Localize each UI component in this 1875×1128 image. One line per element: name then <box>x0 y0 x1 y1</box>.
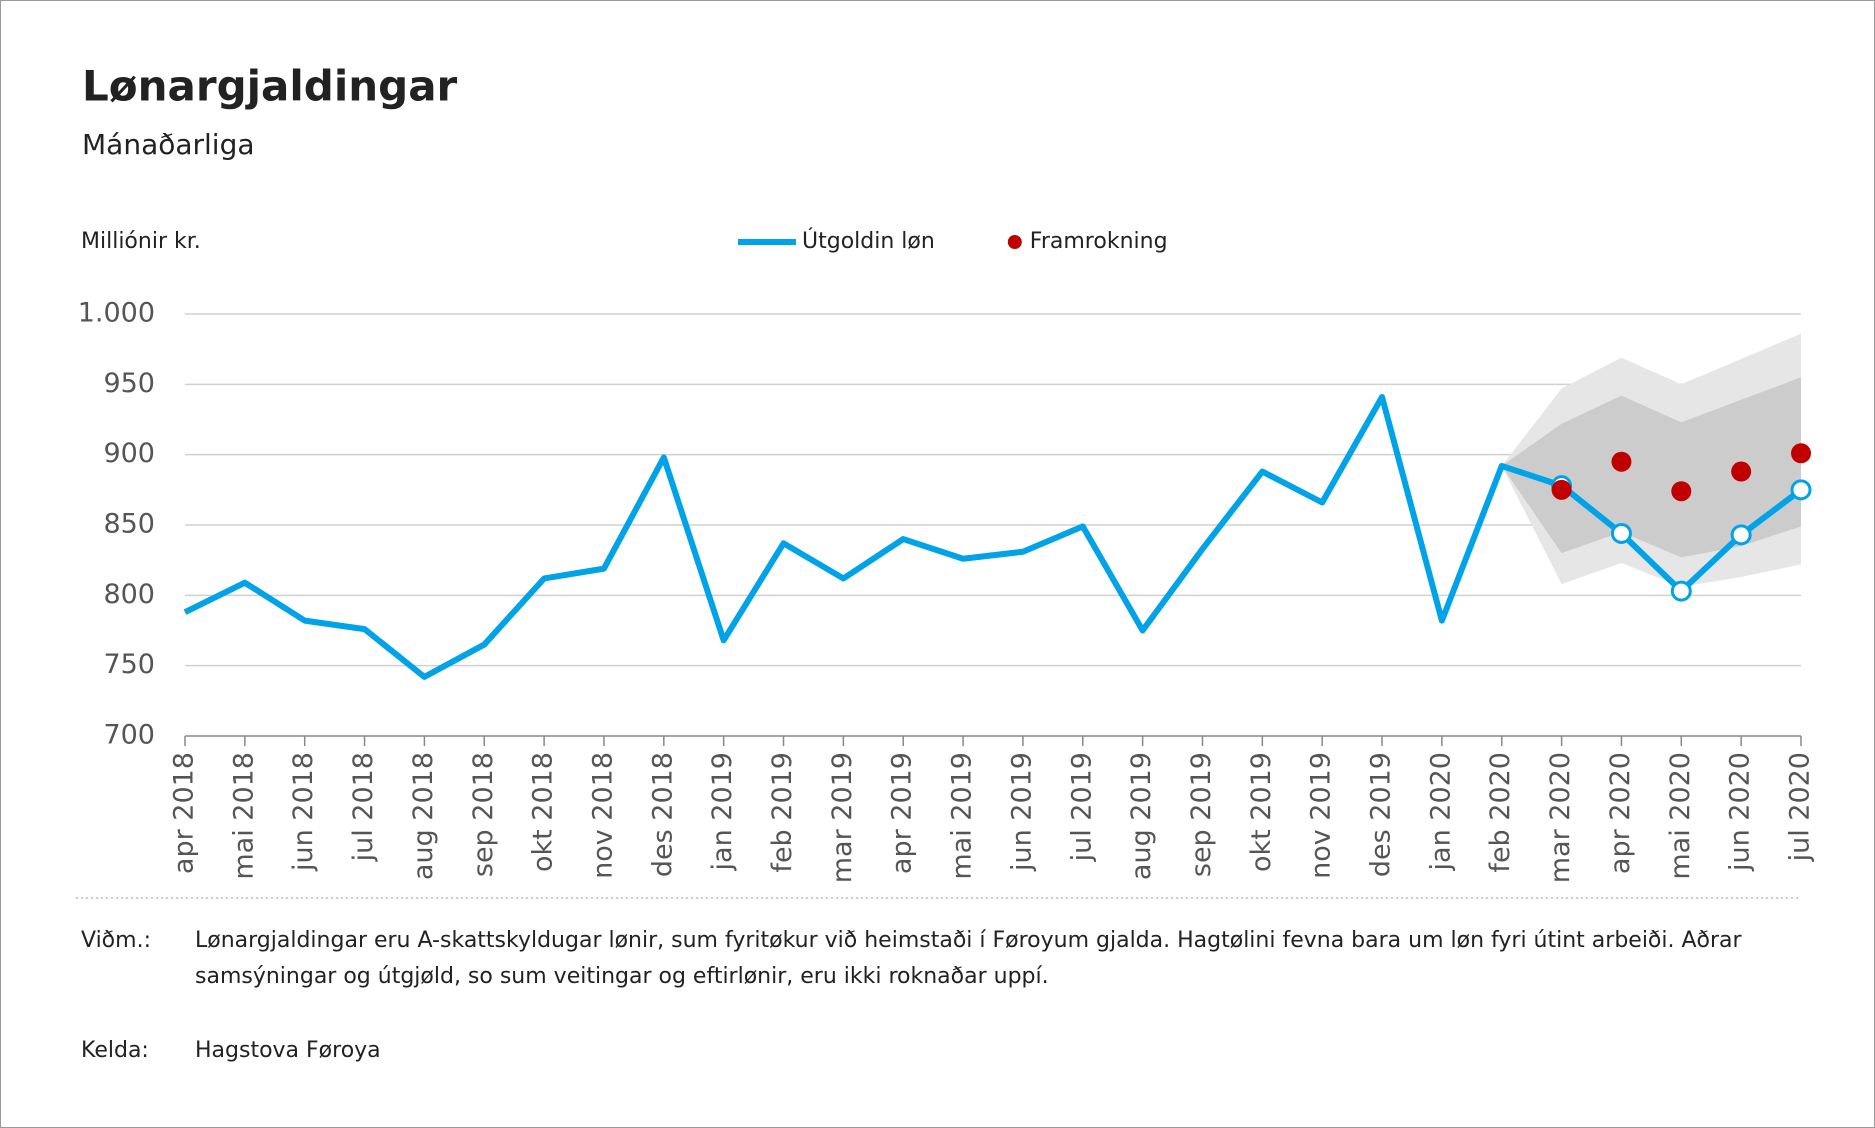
line <box>183 393 1803 680</box>
x-tick-label: jul 2018 <box>348 752 379 862</box>
legend-swatch <box>1007 235 1022 249</box>
x-tick-label: apr 2019 <box>887 752 918 874</box>
x-tick-label: aug 2018 <box>408 752 439 880</box>
x-tick-label: feb 2020 <box>1485 752 1516 873</box>
x-tick-label: jul 2020 <box>1785 752 1816 862</box>
x-tick-label: mai 2020 <box>1665 752 1696 880</box>
forecast-dot <box>1731 461 1752 482</box>
x-tick-label: mar 2019 <box>827 752 858 883</box>
x-tick-label: jun 2019 <box>1006 752 1037 872</box>
line-marker <box>1790 479 1812 501</box>
y-axis-label: Milliónir kr. <box>81 229 201 254</box>
line-marker <box>1670 580 1692 602</box>
forecast-band <box>1501 377 1801 558</box>
x-tick-label: jun 2018 <box>288 752 319 872</box>
y-tick-label: 950 <box>103 368 155 399</box>
x-tick-label: okt 2019 <box>1246 752 1277 872</box>
x-tick-label: des 2019 <box>1366 752 1397 877</box>
y-tick-label: 850 <box>103 509 155 540</box>
forecast-dot <box>1611 451 1632 472</box>
x-tick-label: okt 2018 <box>528 752 559 872</box>
x-tick-label: nov 2019 <box>1306 752 1337 879</box>
x-tick-label: jan 2019 <box>707 752 738 871</box>
chart-title: Lønargjaldingar <box>82 62 458 111</box>
x-tick-label: jul 2019 <box>1066 752 1097 862</box>
forecast-dot <box>1551 479 1572 500</box>
note-label: Viðm.: <box>81 928 151 953</box>
x-tick-label: mai 2019 <box>947 752 978 880</box>
x-tick-label: apr 2018 <box>169 752 200 874</box>
y-tick-label: 750 <box>103 649 155 680</box>
legend-label: Útgoldin løn <box>802 228 935 254</box>
forecast-dot <box>1791 443 1811 464</box>
x-tick-label: des 2018 <box>647 752 678 877</box>
forecast-dot <box>1671 481 1692 502</box>
y-tick-label: 900 <box>103 438 155 469</box>
source-label: Kelda: <box>81 1038 149 1063</box>
x-tick-label: sep 2018 <box>468 752 499 877</box>
y-tick-label: 800 <box>103 579 155 610</box>
note-text: Lønargjaldingar eru A-skattskyldugar løn… <box>195 928 1742 989</box>
x-tick-label: jan 2020 <box>1425 752 1456 871</box>
x-tick-label: aug 2019 <box>1126 752 1157 880</box>
line-marker <box>1730 524 1752 546</box>
x-tick-label: feb 2019 <box>767 752 798 873</box>
x-tick-label: mai 2018 <box>228 752 259 880</box>
source-text: Hagstova Føroya <box>195 1038 381 1063</box>
line-marker <box>1610 522 1632 544</box>
y-tick-label: 1.000 <box>78 298 155 329</box>
x-tick-label: sep 2019 <box>1186 752 1217 877</box>
legend-label: Framrokning <box>1030 229 1168 254</box>
x-tick-label: apr 2020 <box>1605 752 1636 874</box>
x-tick-label: mar 2020 <box>1545 752 1576 883</box>
x-tick-label: nov 2018 <box>587 752 618 879</box>
chart-subtitle: Mánaðarliga <box>82 128 255 161</box>
x-tick-label: jun 2020 <box>1725 752 1756 872</box>
y-tick-label: 700 <box>103 720 155 751</box>
